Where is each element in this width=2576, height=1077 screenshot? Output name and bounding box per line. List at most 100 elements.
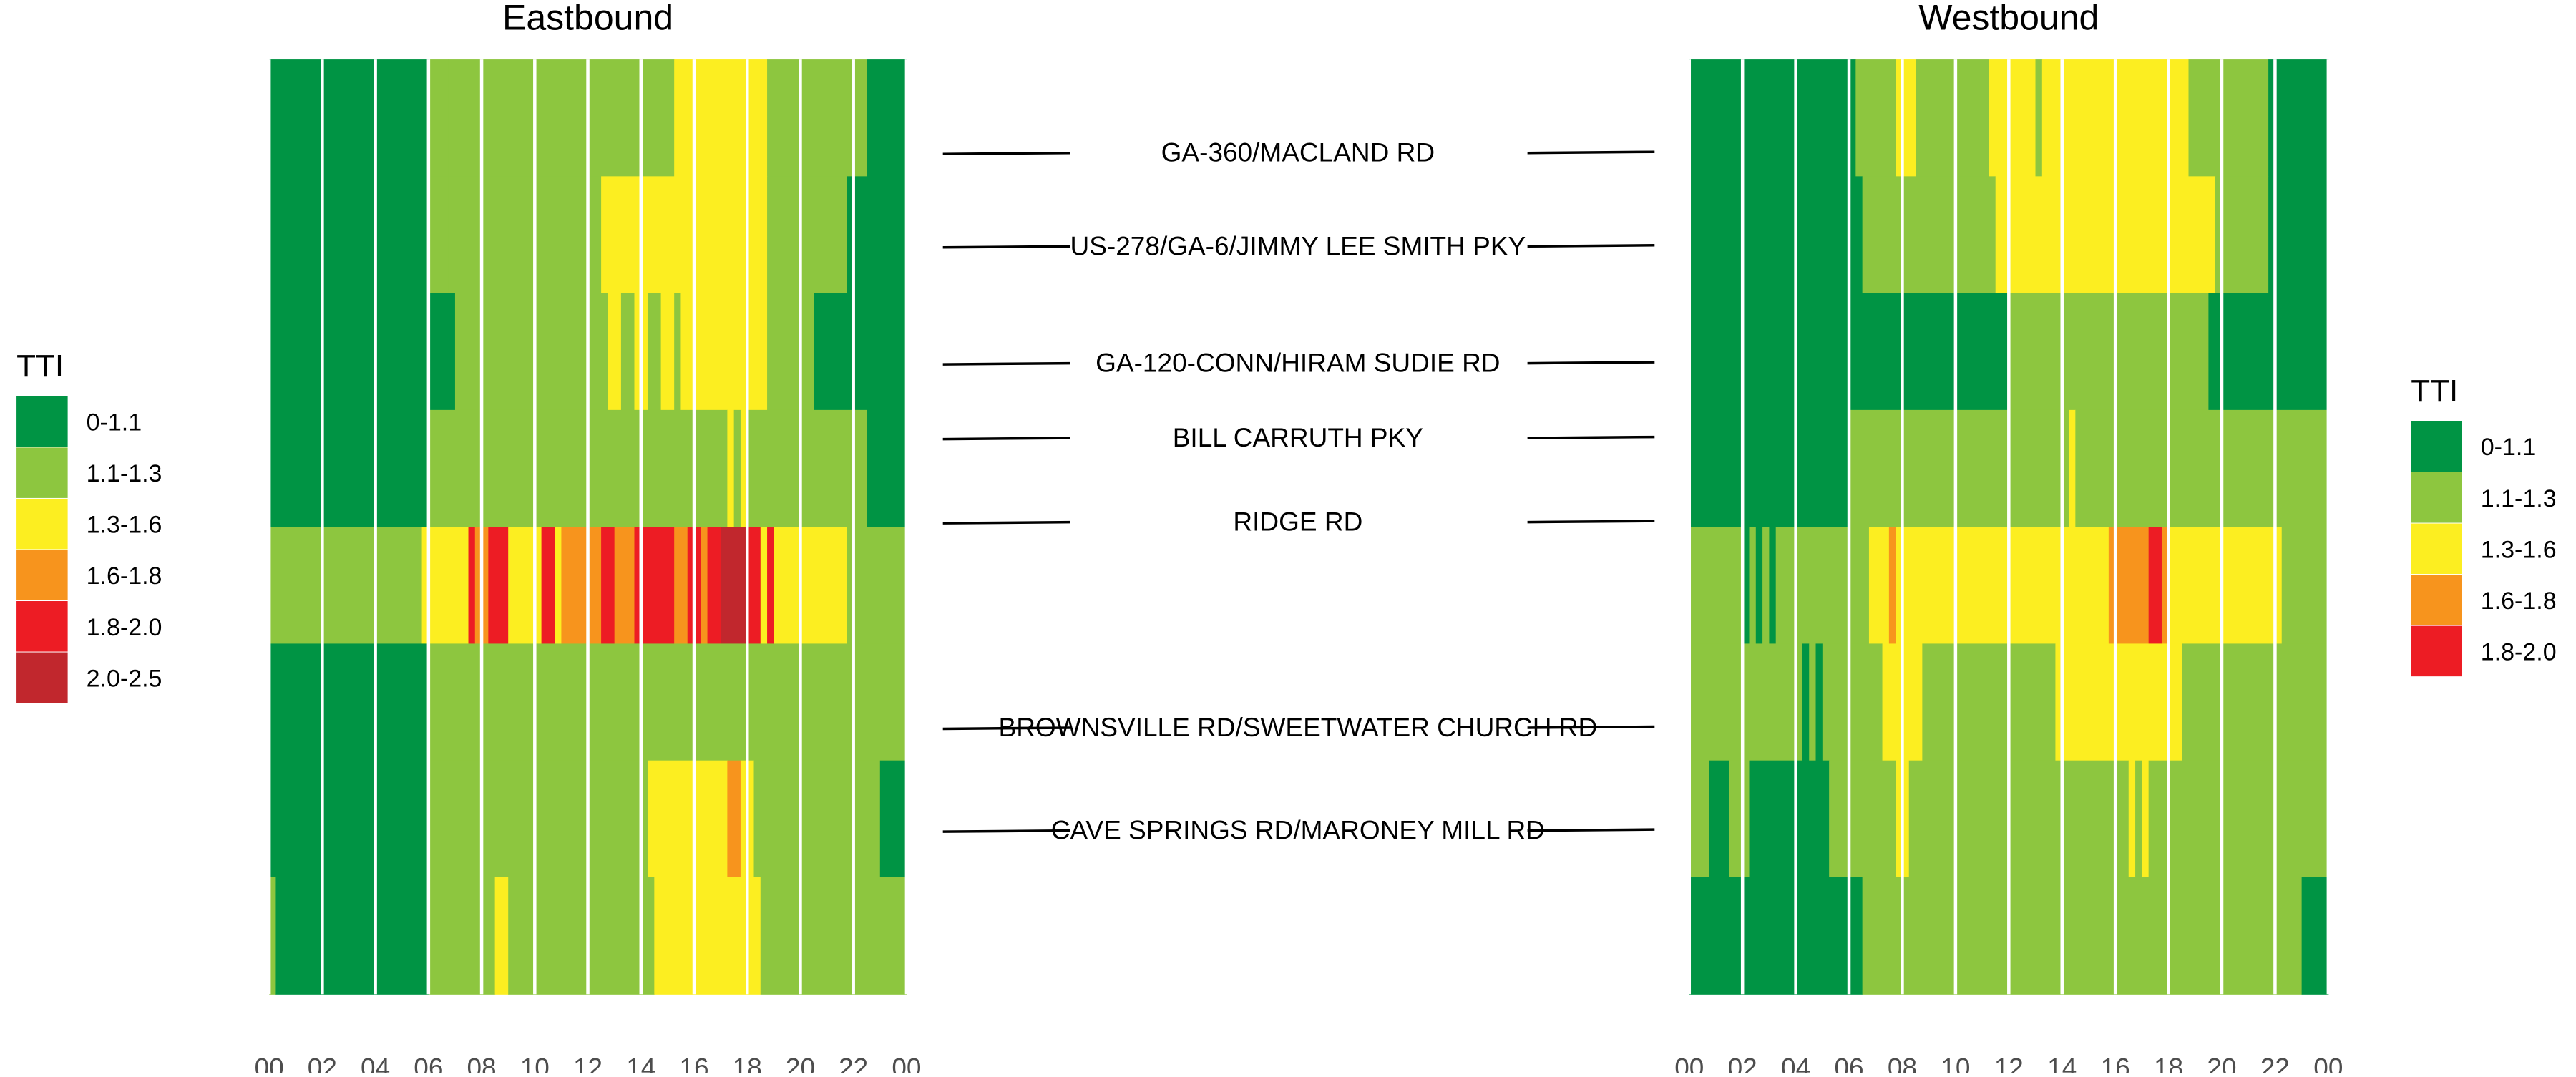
x-tick-label: 00 bbox=[255, 1053, 284, 1073]
heatmap-cell bbox=[1689, 877, 1863, 995]
heatmap-cell bbox=[2069, 409, 2076, 527]
heatmap-cell bbox=[674, 527, 688, 645]
heatmap-cell bbox=[448, 176, 602, 294]
legend-label: 1.3-1.6 bbox=[87, 512, 162, 539]
heatmap-cell bbox=[561, 527, 602, 645]
heatmap-cell bbox=[733, 409, 741, 527]
heatmap-cell bbox=[648, 293, 662, 411]
heatmap-cell bbox=[879, 760, 907, 878]
heatmap-cell bbox=[1995, 176, 2216, 294]
corridor-label: GA-120-CONN/HIRAM SUDIE RD bbox=[1096, 349, 1500, 378]
heatmap-cell bbox=[1916, 59, 1989, 177]
heatmap-cell bbox=[727, 760, 741, 878]
legend-title: TTI bbox=[16, 349, 64, 384]
heatmap-cell bbox=[1989, 59, 2036, 177]
heatmap-cell bbox=[1908, 760, 2129, 878]
heatmap-cell bbox=[1896, 59, 1916, 177]
heatmap-cell bbox=[867, 409, 907, 527]
legend-label: 1.1-1.3 bbox=[2481, 485, 2557, 512]
panel-title: Westbound bbox=[1918, 0, 2099, 38]
legend-label: 0-1.1 bbox=[87, 409, 142, 437]
heatmap-cell bbox=[601, 527, 615, 645]
x-tick-label: 22 bbox=[2260, 1053, 2290, 1073]
heatmap-cell bbox=[1749, 527, 1757, 645]
heatmap-cell bbox=[701, 527, 708, 645]
heatmap-cell bbox=[2142, 760, 2150, 878]
corridor-label: GA-360/MACLAND RD bbox=[1161, 138, 1435, 167]
x-tick-label: 00 bbox=[2313, 1053, 2343, 1073]
heatmap-cell bbox=[2135, 760, 2142, 878]
heatmap-cell bbox=[428, 409, 728, 527]
heatmap-cell bbox=[2215, 176, 2269, 294]
heatmap-cell bbox=[269, 527, 423, 645]
heatmap-cell bbox=[1689, 760, 1710, 878]
heatmap-cell bbox=[674, 59, 768, 177]
heatmap-cell bbox=[1755, 527, 1763, 645]
heatmap-panel-eastbound bbox=[267, 59, 909, 995]
x-tick-label: 06 bbox=[1834, 1053, 1863, 1073]
heatmap-cell bbox=[1689, 176, 1863, 294]
heatmap-cell bbox=[1855, 59, 1896, 177]
heatmap-cell bbox=[269, 59, 429, 177]
legend-swatch bbox=[2411, 472, 2462, 523]
heatmap-cell bbox=[614, 527, 635, 645]
heatmap-cell bbox=[727, 409, 735, 527]
legend-label: 1.6-1.8 bbox=[2481, 588, 2557, 615]
heatmap-cell bbox=[747, 527, 761, 645]
heatmap-cell bbox=[1815, 643, 1823, 761]
heatmap-cell bbox=[1749, 760, 1830, 878]
legend-swatch bbox=[16, 498, 68, 550]
heatmap-cell bbox=[541, 527, 555, 645]
heatmap-cell bbox=[448, 59, 675, 177]
leader-line-right bbox=[1527, 361, 1655, 365]
heatmap-cell bbox=[1762, 527, 1770, 645]
legend-swatch bbox=[2411, 421, 2462, 472]
heatmap-cell bbox=[767, 293, 814, 411]
heatmap-cell bbox=[1775, 527, 1870, 645]
x-tick-label: 20 bbox=[786, 1053, 815, 1073]
heatmap-cell bbox=[1829, 760, 1896, 878]
heatmap-cell bbox=[2128, 760, 2136, 878]
x-tick-label: 08 bbox=[1888, 1053, 1917, 1073]
heatmap-cell bbox=[767, 176, 848, 294]
heatmap-cell bbox=[601, 176, 768, 294]
heatmap-cell bbox=[2268, 59, 2329, 177]
legend-swatch bbox=[16, 447, 68, 498]
heatmap-cell bbox=[2075, 409, 2329, 527]
heatmap-cell bbox=[2168, 527, 2283, 645]
heatmap-cell bbox=[660, 293, 675, 411]
heatmap-cell bbox=[454, 293, 608, 411]
heatmap-cell bbox=[508, 877, 655, 995]
x-tick-label: 12 bbox=[1994, 1053, 2024, 1073]
leader-line-left bbox=[942, 726, 1070, 731]
heatmap-cell bbox=[2182, 643, 2329, 761]
x-tick-label: 02 bbox=[308, 1053, 337, 1073]
heatmap-cell bbox=[740, 409, 748, 527]
x-tick-label: 14 bbox=[626, 1053, 655, 1073]
heatmap-cell bbox=[435, 293, 456, 411]
heatmap-cell bbox=[753, 760, 881, 878]
heatmap-cell bbox=[428, 877, 496, 995]
legend-swatch bbox=[2411, 523, 2462, 575]
heatmap-cell bbox=[269, 409, 429, 527]
heatmap-cell bbox=[721, 527, 748, 645]
heatmap-cell bbox=[1689, 59, 1856, 177]
heatmap-cell bbox=[620, 293, 635, 411]
heatmap-cell bbox=[2009, 293, 2209, 411]
panel-title: Eastbound bbox=[502, 0, 673, 38]
heatmap-cell bbox=[1742, 527, 1750, 645]
legend-swatch bbox=[16, 396, 68, 447]
heatmap-cell bbox=[2162, 527, 2170, 645]
legend-label: 2.0-2.5 bbox=[87, 665, 162, 692]
heatmap-cell bbox=[269, 643, 429, 761]
heatmap-cell bbox=[2148, 527, 2162, 645]
heatmap-cell bbox=[1822, 643, 1883, 761]
corridor-label: BROWNSVILLE RD/SWEETWATER CHURCH RD bbox=[999, 713, 1598, 742]
heatmap-cell bbox=[1689, 409, 1850, 527]
heatmap-cell bbox=[468, 527, 476, 645]
legend-label: 1.1-1.3 bbox=[87, 460, 162, 487]
heatmap-cell bbox=[428, 59, 449, 177]
leader-line-right bbox=[1527, 435, 1655, 439]
corridor-label: CAVE SPRINGS RD/MARONEY MILL RD bbox=[1051, 816, 1545, 845]
